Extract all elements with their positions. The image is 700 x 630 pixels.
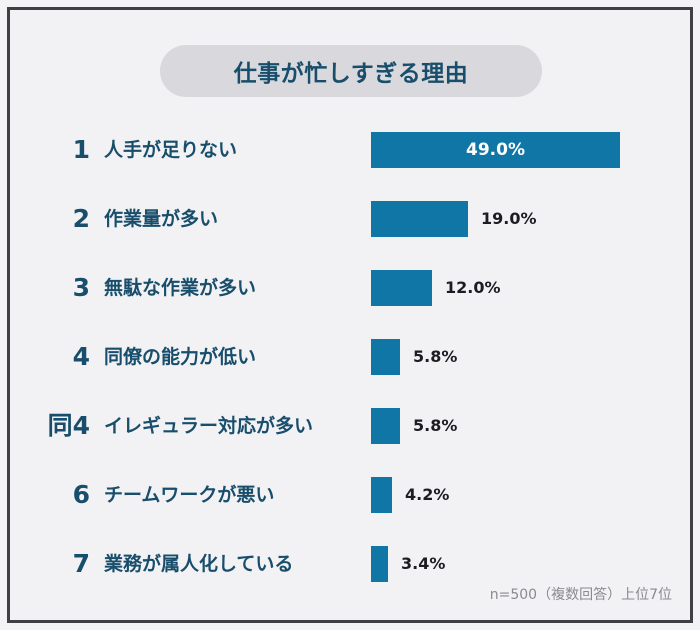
- category-label: 業務が属人化している: [104, 553, 294, 575]
- value-label: 5.8%: [413, 347, 458, 366]
- bar: [371, 201, 468, 237]
- bar-row: 7 業務が属人化している 3.4%: [0, 546, 700, 582]
- chart-frame: [7, 7, 693, 623]
- category-label: チームワークが悪い: [104, 484, 275, 506]
- bar-row: 3 無駄な作業が多い 12.0%: [0, 270, 700, 306]
- rank-label: 4: [72, 342, 90, 371]
- bar-row: 同4 イレギュラー対応が多い 5.8%: [0, 408, 700, 444]
- category-label: イレギュラー対応が多い: [104, 415, 314, 437]
- category-label: 作業量が多い: [104, 208, 219, 230]
- category-label: 無駄な作業が多い: [104, 277, 257, 299]
- bar: [371, 132, 620, 168]
- bar-row: 6 チームワークが悪い 4.2%: [0, 477, 700, 513]
- bar: [371, 270, 432, 306]
- bar: [371, 477, 392, 513]
- rank-label: 6: [72, 480, 90, 509]
- bar: [371, 546, 388, 582]
- value-label: 4.2%: [405, 485, 450, 504]
- bar-row: 2 作業量が多い 19.0%: [0, 201, 700, 237]
- rank-label: 同4: [47, 411, 90, 440]
- chart-title: 仕事が忙しすぎる理由: [160, 45, 542, 97]
- category-label: 同僚の能力が低い: [104, 346, 257, 368]
- value-label: 3.4%: [401, 554, 446, 573]
- bar: [371, 339, 400, 375]
- value-label: 49.0%: [466, 140, 525, 160]
- sample-note: n=500（複数回答）上位7位: [489, 587, 672, 603]
- value-label: 12.0%: [445, 278, 501, 297]
- bar: [371, 408, 400, 444]
- category-label: 人手が足りない: [104, 139, 238, 161]
- bar-row: 1 人手が足りない 49.0%: [0, 132, 700, 168]
- bar-row: 4 同僚の能力が低い 5.8%: [0, 339, 700, 375]
- value-label: 5.8%: [413, 416, 458, 435]
- value-label: 19.0%: [481, 209, 537, 228]
- rank-label: 7: [72, 549, 90, 578]
- rank-label: 1: [72, 135, 90, 164]
- rank-label: 3: [72, 273, 90, 302]
- rank-label: 2: [72, 204, 90, 233]
